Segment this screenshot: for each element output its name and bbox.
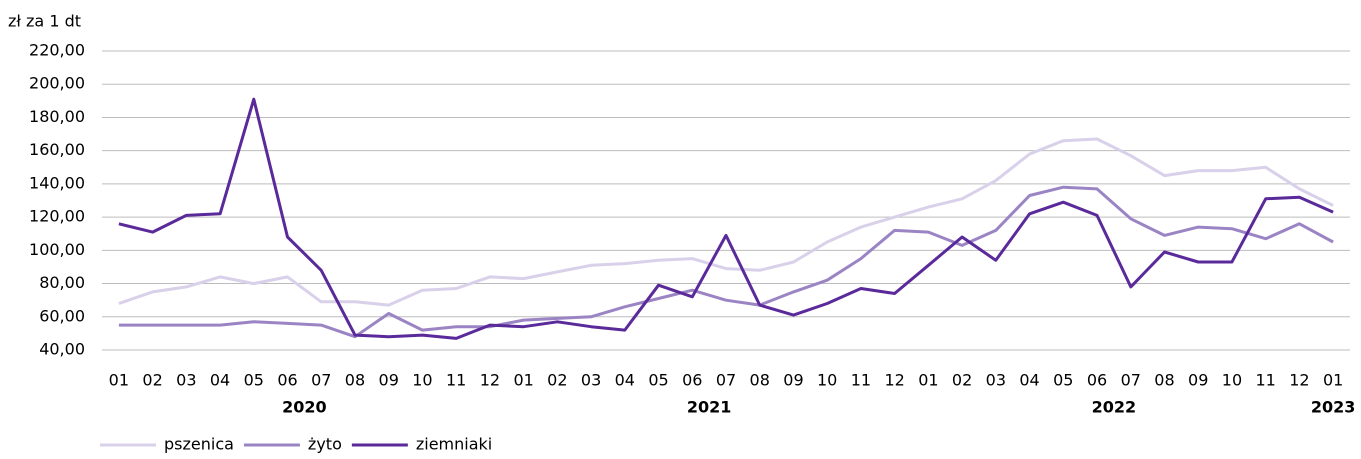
x-tick-label: 03 bbox=[581, 371, 601, 390]
legend-label: ziemniaki bbox=[416, 435, 492, 454]
x-tick-label: 12 bbox=[884, 371, 904, 390]
year-label: 2023 bbox=[1311, 398, 1356, 417]
x-tick-label: 09 bbox=[379, 371, 399, 390]
x-tick-label: 07 bbox=[1121, 371, 1141, 390]
year-label: 2020 bbox=[282, 398, 327, 417]
x-tick-label: 08 bbox=[750, 371, 770, 390]
x-tick-label: 09 bbox=[1188, 371, 1208, 390]
x-tick-label: 05 bbox=[648, 371, 668, 390]
x-tick-label: 01 bbox=[109, 371, 129, 390]
x-tick-label: 01 bbox=[1323, 371, 1343, 390]
x-tick-label: 03 bbox=[986, 371, 1006, 390]
y-tick-label: 100,00 bbox=[29, 240, 85, 259]
x-tick-label: 12 bbox=[480, 371, 500, 390]
year-label: 2021 bbox=[687, 398, 732, 417]
series-line bbox=[118, 97, 1334, 340]
y-axis-label: zł za 1 dt bbox=[8, 12, 81, 31]
x-tick-label: 06 bbox=[1087, 371, 1107, 390]
x-tick-label: 07 bbox=[311, 371, 331, 390]
legend-label: pszenica bbox=[164, 435, 234, 454]
y-tick-label: 80,00 bbox=[39, 273, 85, 292]
x-tick-label: 04 bbox=[615, 371, 635, 390]
x-tick-label: 11 bbox=[851, 371, 871, 390]
x-tick-label: 02 bbox=[952, 371, 972, 390]
x-tick-label: 05 bbox=[1053, 371, 1073, 390]
x-tick-label: 04 bbox=[1019, 371, 1039, 390]
x-tick-label: 03 bbox=[176, 371, 196, 390]
x-tick-label: 08 bbox=[345, 371, 365, 390]
x-tick-label: 11 bbox=[446, 371, 466, 390]
x-tick-label: 09 bbox=[783, 371, 803, 390]
x-tick-label: 10 bbox=[1222, 371, 1242, 390]
x-tick-label: 05 bbox=[244, 371, 264, 390]
x-tick-label: 08 bbox=[1154, 371, 1174, 390]
y-tick-label: 160,00 bbox=[29, 140, 85, 159]
x-tick-label: 06 bbox=[277, 371, 297, 390]
y-tick-label: 140,00 bbox=[29, 173, 85, 192]
x-tick-label: 11 bbox=[1255, 371, 1275, 390]
y-tick-label: 60,00 bbox=[39, 306, 85, 325]
y-tick-label: 40,00 bbox=[39, 340, 85, 359]
x-tick-label: 12 bbox=[1289, 371, 1309, 390]
x-tick-label: 01 bbox=[918, 371, 938, 390]
x-tick-label: 07 bbox=[716, 371, 736, 390]
x-tick-label: 02 bbox=[547, 371, 567, 390]
year-label: 2022 bbox=[1092, 398, 1137, 417]
x-tick-label: 10 bbox=[817, 371, 837, 390]
series-line bbox=[118, 137, 1334, 307]
y-tick-label: 120,00 bbox=[29, 207, 85, 226]
y-tick-label: 220,00 bbox=[29, 41, 85, 60]
x-tick-label: 04 bbox=[210, 371, 230, 390]
x-tick-label: 01 bbox=[513, 371, 533, 390]
legend-label: żyto bbox=[308, 435, 342, 454]
x-tick-label: 10 bbox=[412, 371, 432, 390]
y-tick-label: 200,00 bbox=[29, 74, 85, 93]
series-line bbox=[118, 185, 1334, 339]
x-tick-label: 06 bbox=[682, 371, 702, 390]
x-tick-label: 02 bbox=[142, 371, 162, 390]
y-tick-label: 180,00 bbox=[29, 107, 85, 126]
